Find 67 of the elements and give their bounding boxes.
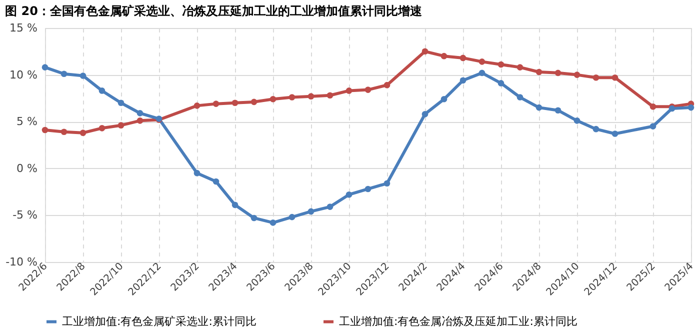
point	[612, 130, 618, 137]
point	[194, 102, 200, 109]
point	[478, 58, 486, 65]
point	[498, 80, 504, 86]
point	[574, 72, 580, 78]
point	[478, 70, 486, 76]
point	[364, 86, 372, 93]
y-tick-label: 15 %	[10, 22, 38, 34]
point	[498, 61, 504, 68]
point	[460, 77, 466, 84]
chart-title: 图 20：全国有色金属矿采选业、冶炼及压延加工业的工业增加值累计同比增速	[5, 4, 423, 18]
point	[592, 126, 600, 132]
y-tick-label: 5 %	[16, 115, 38, 128]
point	[270, 220, 276, 226]
point	[250, 98, 258, 106]
point	[212, 100, 220, 107]
point	[516, 64, 524, 70]
point	[232, 100, 238, 106]
point	[80, 72, 86, 79]
point	[422, 110, 428, 118]
point	[308, 93, 314, 100]
y-tick-label: 10 %	[10, 68, 38, 82]
point	[232, 202, 238, 208]
point	[554, 107, 562, 114]
point	[42, 64, 48, 70]
y-tick-label: -5 %	[12, 208, 38, 222]
point	[80, 130, 86, 136]
point	[440, 52, 448, 60]
point	[250, 214, 258, 222]
point	[536, 68, 542, 76]
point	[118, 122, 124, 128]
point	[364, 186, 372, 192]
point	[136, 110, 144, 116]
point	[650, 123, 656, 130]
point	[136, 118, 144, 124]
point	[422, 48, 428, 55]
point	[688, 104, 694, 111]
point	[554, 70, 562, 76]
point	[440, 96, 448, 102]
point	[460, 54, 466, 62]
point	[516, 94, 524, 100]
point	[592, 74, 600, 81]
y-tick-label: 0 %	[16, 162, 38, 175]
point	[326, 204, 334, 210]
point	[288, 214, 296, 220]
legend-label: 工业增加值:有色金属冶炼及压延加工业:累计同比	[339, 314, 578, 328]
point	[346, 191, 352, 198]
point	[270, 96, 276, 102]
point	[194, 170, 200, 176]
point	[346, 88, 352, 94]
point	[650, 103, 656, 110]
legend-label: 工业增加值:有色金属矿采选业:累计同比	[62, 314, 256, 328]
point	[574, 118, 580, 124]
point	[536, 104, 542, 111]
point	[98, 124, 106, 132]
point	[326, 92, 334, 99]
point	[384, 82, 390, 88]
point	[42, 126, 48, 134]
point	[60, 70, 68, 78]
point	[384, 180, 390, 187]
point	[98, 88, 106, 94]
point	[212, 178, 220, 185]
point	[118, 100, 124, 106]
point	[612, 74, 618, 81]
point	[60, 128, 68, 136]
point	[288, 94, 296, 100]
point	[308, 208, 314, 215]
